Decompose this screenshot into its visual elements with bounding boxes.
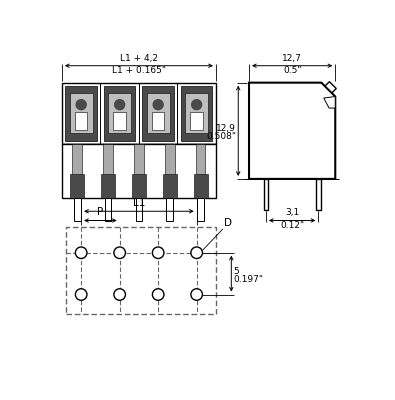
Bar: [185, 94, 208, 134]
Text: L1 + 4,2: L1 + 4,2: [120, 54, 158, 63]
Bar: [132, 174, 146, 198]
Bar: [75, 112, 87, 130]
Text: D: D: [224, 218, 231, 228]
Bar: [147, 94, 169, 134]
Text: 5: 5: [233, 267, 239, 276]
Text: 0.12": 0.12": [280, 221, 304, 230]
Bar: [108, 94, 131, 134]
Bar: [194, 174, 207, 198]
Bar: [263, 179, 268, 210]
Bar: [105, 198, 111, 221]
Polygon shape: [325, 82, 336, 93]
Bar: [166, 198, 173, 221]
Bar: [197, 198, 204, 221]
Bar: [165, 144, 175, 174]
Bar: [135, 198, 142, 221]
Bar: [101, 174, 115, 198]
Polygon shape: [249, 83, 335, 179]
Bar: [66, 227, 216, 314]
Bar: [181, 86, 213, 141]
Bar: [142, 86, 174, 141]
Bar: [113, 112, 126, 130]
Circle shape: [153, 100, 163, 110]
Bar: [103, 144, 113, 174]
Bar: [190, 112, 203, 130]
Bar: [72, 144, 82, 174]
Bar: [70, 174, 84, 198]
Circle shape: [75, 247, 87, 258]
Text: P: P: [97, 207, 103, 218]
Circle shape: [75, 289, 87, 300]
Text: 12,7: 12,7: [282, 54, 302, 63]
Bar: [66, 86, 97, 141]
Text: L1 + 0.165": L1 + 0.165": [112, 66, 166, 76]
Bar: [316, 179, 321, 210]
Bar: [62, 83, 216, 144]
Bar: [70, 94, 92, 134]
Circle shape: [152, 289, 164, 300]
Text: 12,9: 12,9: [216, 124, 236, 133]
Text: 0.197": 0.197": [233, 274, 263, 284]
Text: L1: L1: [133, 198, 145, 208]
Circle shape: [114, 289, 126, 300]
Bar: [134, 144, 144, 174]
Text: 0.5": 0.5": [283, 66, 301, 76]
Bar: [74, 198, 81, 221]
Bar: [196, 144, 205, 174]
Circle shape: [152, 247, 164, 258]
Bar: [152, 112, 164, 130]
Circle shape: [191, 289, 202, 300]
Text: 0.508": 0.508": [206, 132, 236, 141]
Text: 3,1: 3,1: [285, 208, 299, 218]
Circle shape: [191, 247, 202, 258]
Bar: [104, 86, 135, 141]
Polygon shape: [324, 96, 335, 108]
Bar: [163, 174, 177, 198]
Circle shape: [114, 247, 126, 258]
Bar: [62, 144, 216, 198]
Circle shape: [192, 100, 202, 110]
Circle shape: [115, 100, 125, 110]
Circle shape: [76, 100, 86, 110]
